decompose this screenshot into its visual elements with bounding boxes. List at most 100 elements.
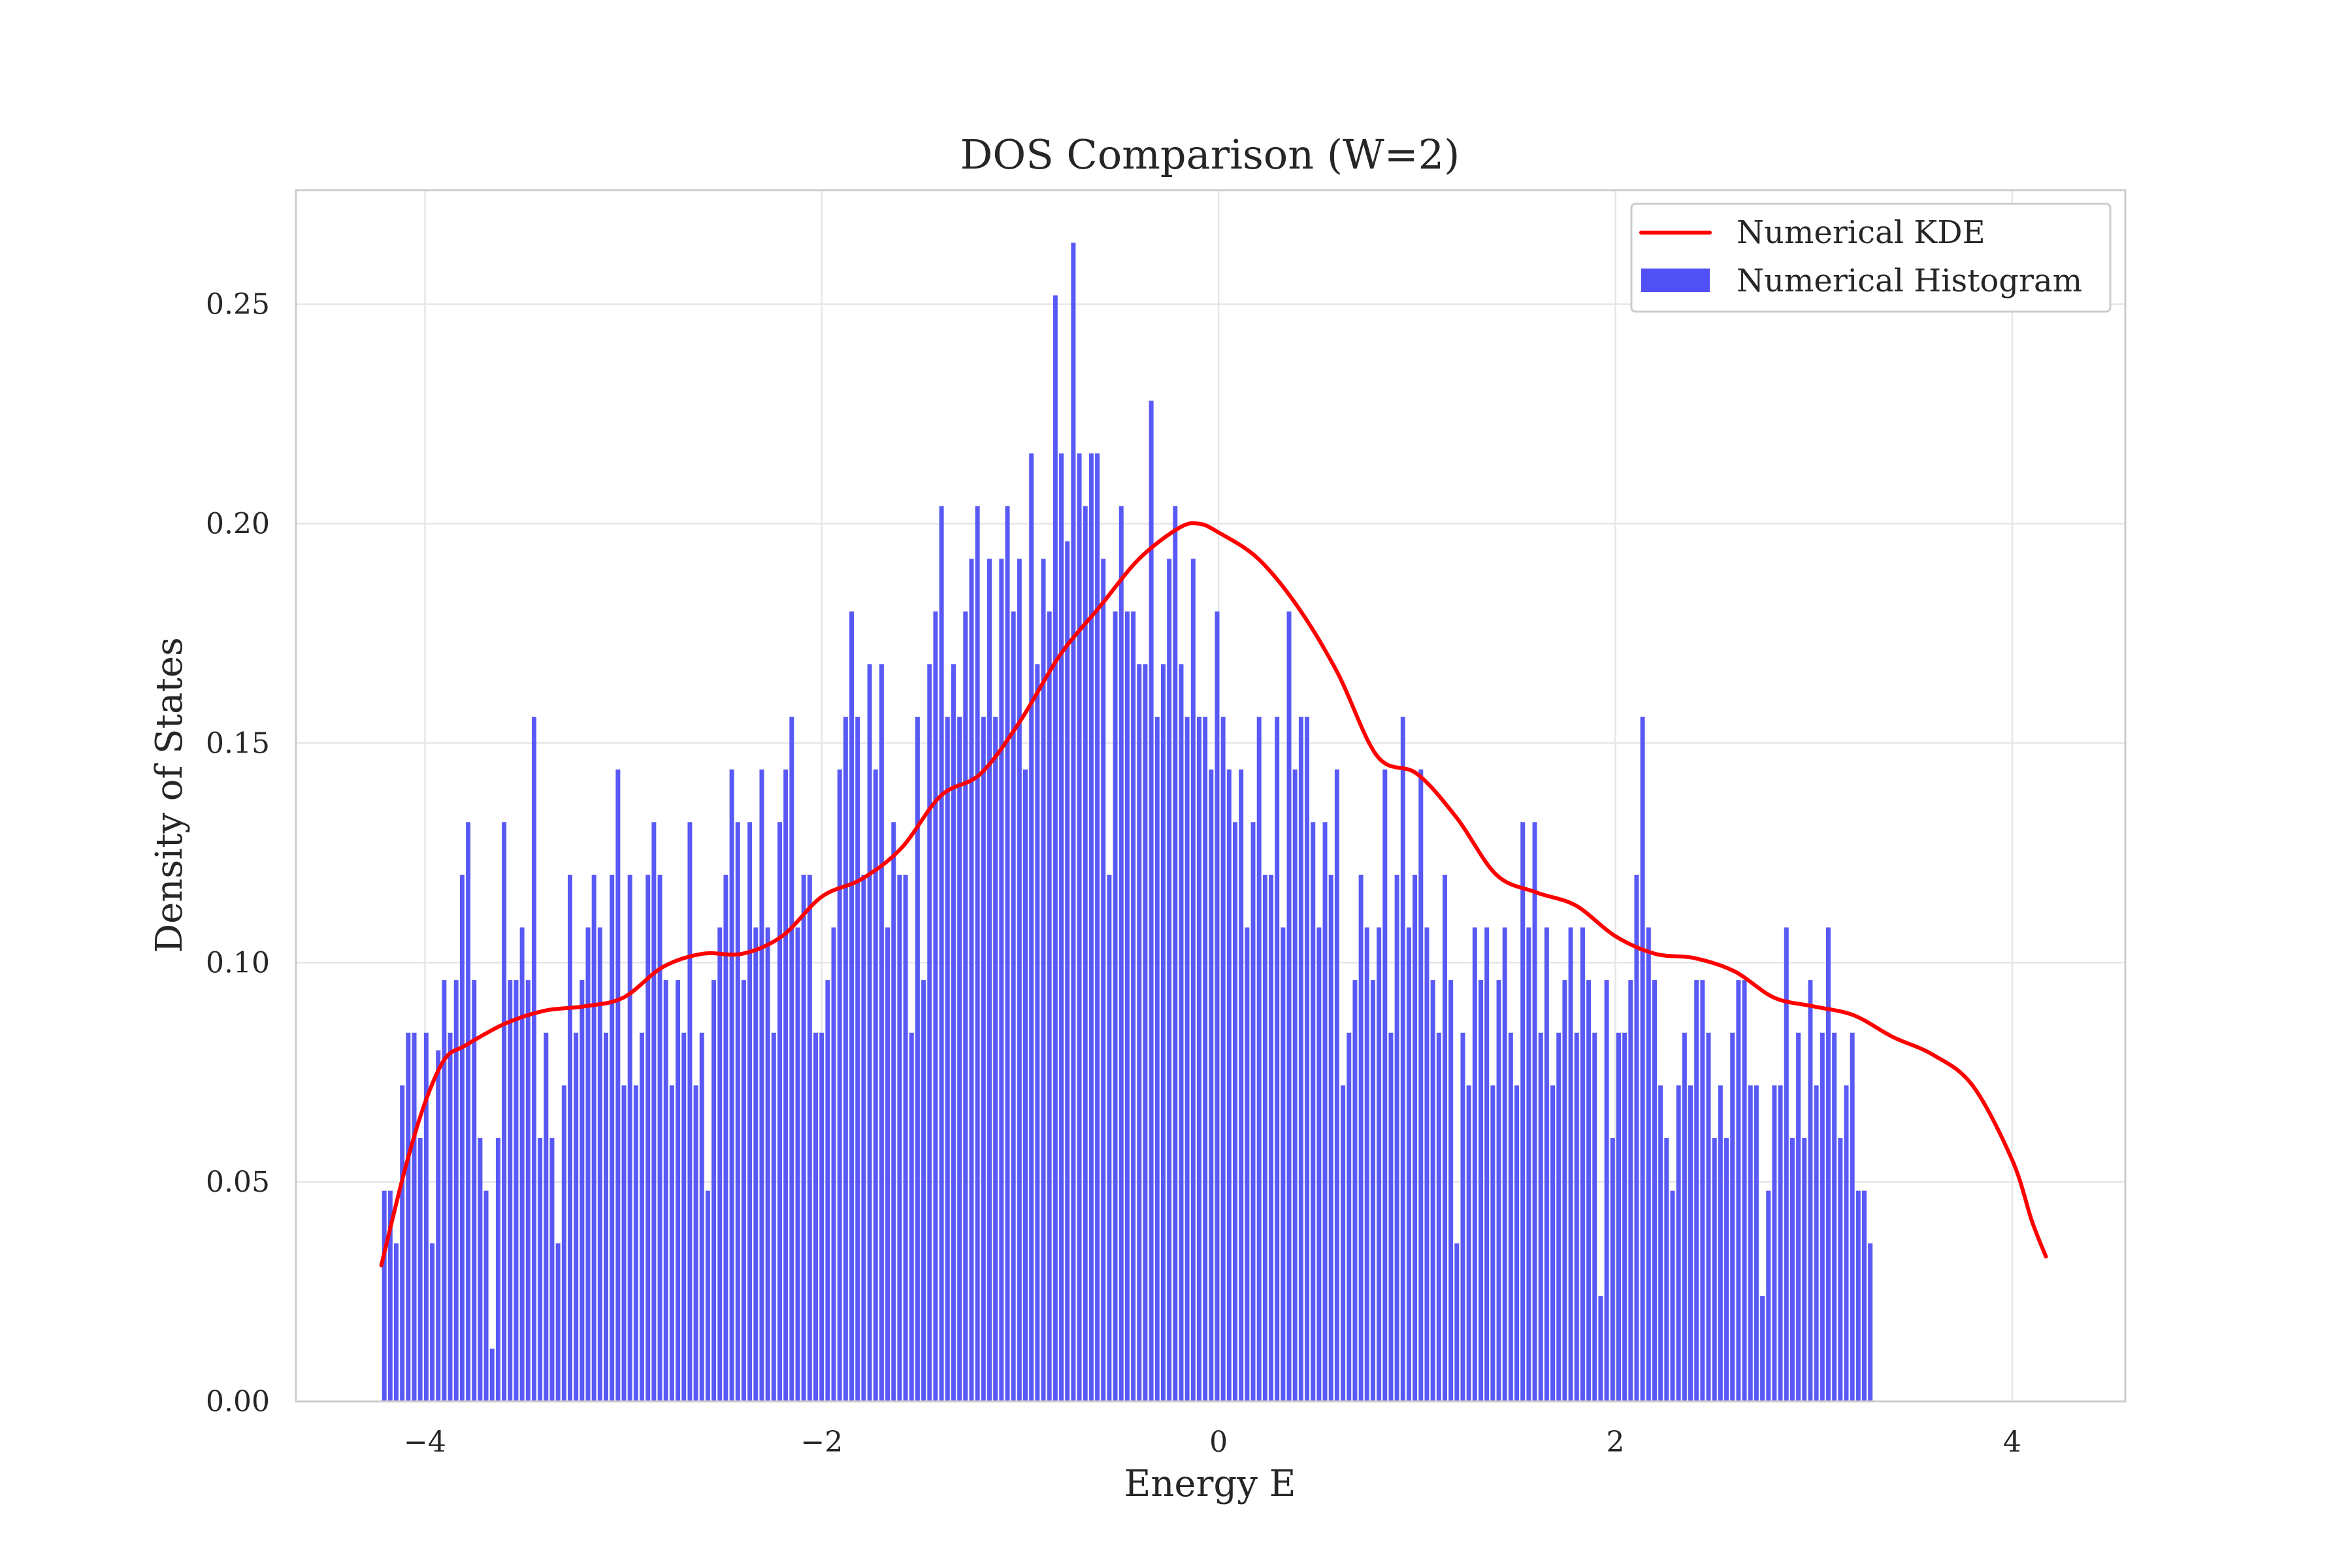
histogram-bar <box>999 559 1004 1401</box>
histogram-bar <box>1149 400 1154 1402</box>
histogram-bar <box>1825 927 1831 1401</box>
histogram-bar <box>885 927 890 1401</box>
histogram-bar <box>453 980 459 1401</box>
histogram-bar <box>1778 1085 1783 1401</box>
histogram-bar <box>1364 927 1369 1401</box>
y-axis-label: Density of States <box>148 637 191 953</box>
histogram-bar <box>1292 769 1298 1401</box>
histogram-bar <box>1724 1137 1729 1401</box>
histogram-bar <box>561 1085 566 1401</box>
histogram-bar <box>807 874 812 1401</box>
histogram-bar <box>1316 927 1322 1401</box>
histogram-bar <box>1184 717 1190 1401</box>
histogram-bar <box>400 1085 405 1401</box>
histogram-bar <box>1250 822 1256 1401</box>
histogram-bar <box>1538 1032 1543 1401</box>
chart-title: DOS Comparison (W=2) <box>960 131 1460 178</box>
histogram-bar <box>1160 664 1166 1401</box>
histogram-bar <box>1658 1085 1663 1401</box>
histogram-bar <box>711 980 717 1401</box>
histogram-bar <box>759 769 764 1401</box>
histogram-bar <box>1610 1137 1615 1401</box>
histogram-bar <box>574 1032 579 1401</box>
histogram-bar <box>508 980 513 1401</box>
histogram-bar <box>1215 611 1220 1401</box>
histogram-bar <box>1748 1085 1753 1401</box>
histogram-bar <box>1772 1085 1777 1401</box>
histogram-bar <box>1514 1085 1520 1401</box>
histogram-bar <box>1484 927 1490 1401</box>
histogram-bar <box>1784 927 1789 1401</box>
histogram-bar <box>538 1137 543 1401</box>
histogram-bar <box>483 1190 489 1401</box>
y-tick-label: 0.20 <box>206 508 270 541</box>
histogram-bar <box>633 1085 638 1401</box>
histogram-bar <box>1604 980 1609 1401</box>
histogram-bar <box>1226 769 1232 1401</box>
histogram-bar <box>1233 822 1237 1401</box>
histogram-bar <box>568 874 572 1401</box>
histogram-bar <box>1305 717 1310 1401</box>
histogram-bar <box>1454 1243 1460 1401</box>
legend-histogram-label: Numerical Histogram <box>1737 263 2082 299</box>
histogram-bar <box>1562 980 1567 1401</box>
histogram-bar <box>705 1190 710 1401</box>
y-tick-label: 0.25 <box>206 288 270 321</box>
histogram-bar <box>867 664 872 1401</box>
histogram-bar <box>1598 1296 1603 1401</box>
histogram-bar <box>891 822 896 1401</box>
histogram-bar <box>1868 1243 1873 1401</box>
histogram-bar <box>1520 822 1526 1401</box>
histogram-bar <box>1107 874 1112 1401</box>
y-tick-label: 0.05 <box>206 1166 270 1199</box>
histogram-bar <box>981 717 986 1401</box>
histogram-bar <box>1334 769 1339 1401</box>
histogram-bar <box>640 1032 645 1401</box>
histogram-bar <box>723 874 728 1401</box>
histogram-bar <box>1700 980 1705 1401</box>
histogram-bar <box>1053 295 1058 1402</box>
histogram-bar <box>1766 1190 1771 1401</box>
histogram-bar <box>1119 506 1124 1401</box>
histogram-bar <box>1203 717 1208 1401</box>
histogram-bar <box>502 822 507 1401</box>
histogram-bar <box>897 874 902 1401</box>
histogram-bars <box>382 242 1873 1402</box>
histogram-bar <box>1400 717 1405 1401</box>
histogram-bar <box>1712 1137 1717 1401</box>
histogram-bar <box>1311 822 1316 1401</box>
x-tick-label: 4 <box>2003 1426 2021 1459</box>
histogram-bar <box>1694 980 1699 1401</box>
histogram-bar <box>1269 874 1274 1401</box>
histogram-bar <box>1113 611 1118 1401</box>
histogram-bar <box>1862 1190 1867 1401</box>
histogram-bar <box>1262 874 1267 1401</box>
histogram-bar <box>777 822 782 1401</box>
histogram-bar <box>442 980 447 1401</box>
histogram-bar <box>1341 1085 1346 1401</box>
histogram-bar <box>1413 874 1418 1401</box>
histogram-bar <box>939 506 944 1401</box>
histogram-bar <box>1832 1032 1837 1401</box>
histogram-bar <box>1808 980 1813 1401</box>
histogram-bar <box>753 927 759 1401</box>
histogram-bar <box>1616 1032 1621 1401</box>
histogram-bar <box>585 927 591 1401</box>
histogram-bar <box>1436 1032 1441 1401</box>
histogram-bar <box>825 980 830 1401</box>
histogram-bar <box>1646 927 1651 1401</box>
histogram-bar <box>1730 1032 1735 1401</box>
histogram-bar <box>1736 980 1741 1401</box>
histogram-bar <box>412 1032 417 1401</box>
histogram-bar <box>669 1085 674 1401</box>
histogram-bar <box>1029 453 1034 1401</box>
histogram-bar <box>423 1032 429 1401</box>
y-tick-label: 0.15 <box>206 727 270 760</box>
histogram-bar <box>1154 717 1160 1401</box>
histogram-bar <box>1550 1085 1556 1401</box>
histogram-bar <box>1855 1190 1861 1401</box>
histogram-bar <box>436 1050 441 1401</box>
histogram-bar <box>430 1243 435 1401</box>
histogram-bar <box>1568 927 1573 1401</box>
histogram-bar <box>993 717 998 1401</box>
